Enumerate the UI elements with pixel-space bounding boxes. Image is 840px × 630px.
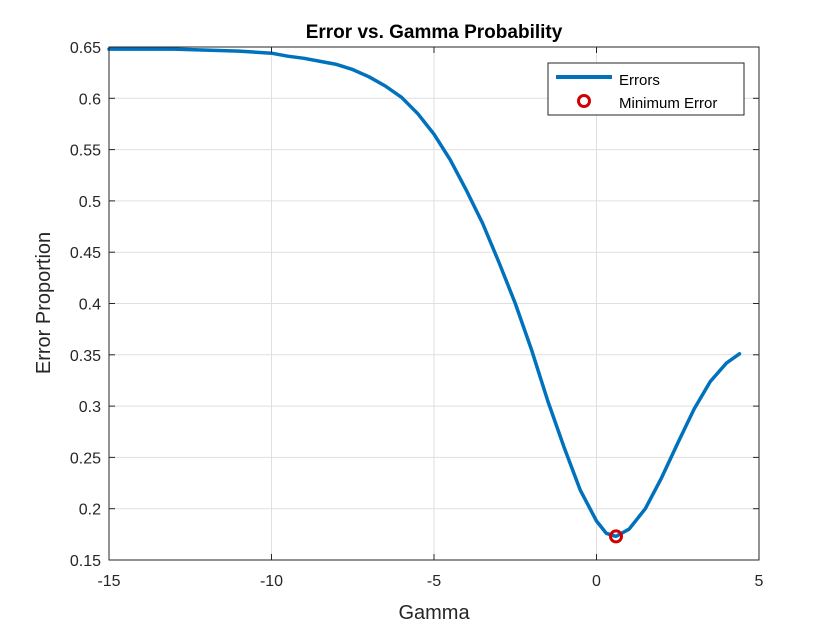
data-layer — [107, 47, 742, 544]
x-axis-title: Gamma — [398, 602, 470, 624]
y-tick-label: 0.6 — [79, 91, 101, 108]
y-tick-label: 0.4 — [79, 297, 101, 314]
y-tick-label: 0.65 — [70, 40, 101, 57]
y-tick-label: 0.35 — [70, 348, 101, 365]
chart-title: Error vs. Gamma Probability — [306, 22, 563, 43]
y-tick-label: 0.45 — [70, 245, 101, 262]
x-tick-label: 5 — [755, 573, 764, 590]
minimum-error-point — [609, 529, 623, 544]
y-tick-label: 0.25 — [70, 450, 101, 467]
x-tick-label: 0 — [592, 573, 601, 590]
y-tick-label: 0.5 — [79, 194, 101, 211]
tick-layer: -15 -10 -5 0 5 0.15 0.2 0.25 0.3 0.35 0.4 0.45 0.5 0.… — [70, 40, 764, 590]
x-tick-label: -15 — [97, 573, 120, 590]
y-tick-label: 0.55 — [70, 143, 101, 160]
legend: Errors Minimum Error — [547, 62, 745, 116]
errors-series-line — [107, 47, 742, 539]
y-tick-label: 0.2 — [79, 502, 101, 519]
y-tick-label: 0.3 — [79, 399, 101, 416]
grid-lines — [109, 47, 759, 560]
legend-minimum-error-label: Minimum Error — [619, 95, 717, 112]
legend-minimum-error-swatch — [577, 94, 591, 108]
legend-errors-label: Errors — [619, 72, 660, 89]
x-tick-label: -10 — [260, 573, 283, 590]
x-tick-label: -5 — [427, 573, 441, 590]
y-axis-title: Error Proportion — [33, 232, 55, 374]
y-tick-label: 0.15 — [70, 553, 101, 570]
